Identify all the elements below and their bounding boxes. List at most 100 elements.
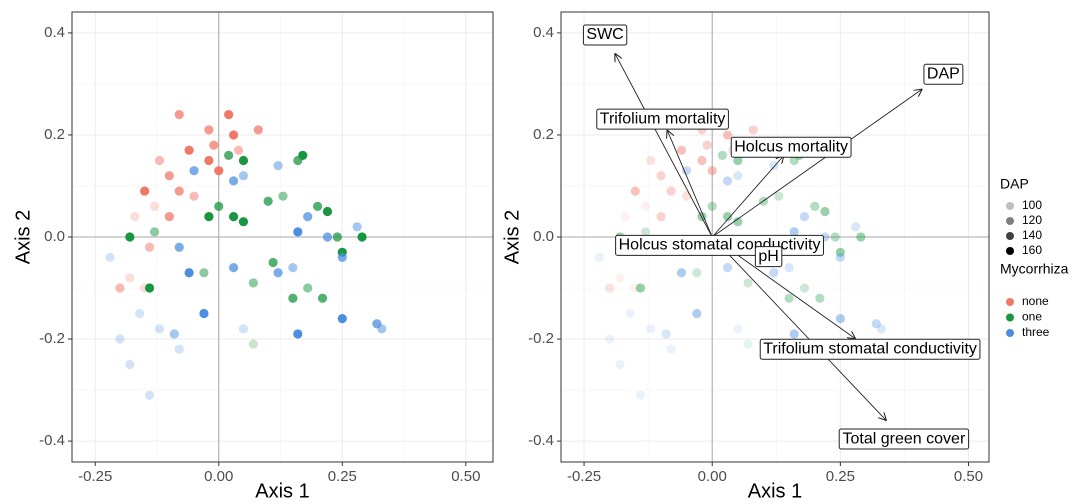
data-point <box>317 293 328 303</box>
data-point <box>214 166 224 176</box>
data-point <box>115 334 125 344</box>
arrow-label-text: Total green cover <box>843 430 966 447</box>
data-point <box>656 211 666 222</box>
arrow-label: Total green cover <box>838 428 970 450</box>
plot-border <box>560 11 990 463</box>
data-point <box>835 314 845 324</box>
data-point <box>174 186 184 196</box>
data-point <box>635 283 646 293</box>
data-point <box>144 242 155 252</box>
label-box <box>754 246 783 268</box>
data-point <box>278 191 288 201</box>
data-point <box>748 125 758 135</box>
data-point <box>769 268 779 278</box>
data-point <box>288 293 298 303</box>
data-point <box>784 263 794 273</box>
data-point <box>293 155 303 166</box>
data-point <box>303 283 313 293</box>
y-tick-label: -0.4 <box>528 432 554 449</box>
y-tick-label: 0.2 <box>44 126 65 143</box>
legend-title: DAP <box>1000 176 1029 192</box>
data-point <box>149 227 160 237</box>
data-point <box>164 171 174 181</box>
data-point <box>640 227 651 237</box>
data-point <box>214 201 224 211</box>
data-point <box>268 257 278 268</box>
data-point <box>174 109 184 120</box>
plot-border <box>71 11 494 463</box>
data-point <box>717 150 728 160</box>
loading-arrow <box>667 130 713 238</box>
data-point <box>248 278 258 288</box>
data-point <box>144 390 155 400</box>
y-axis-label: Axis 2 <box>501 210 523 264</box>
data-point <box>722 211 733 222</box>
data-point <box>676 268 687 278</box>
data-point <box>876 324 886 334</box>
data-point <box>125 273 135 283</box>
x-tick-label: 0.00 <box>204 468 233 485</box>
data-point <box>337 314 347 324</box>
data-point <box>625 308 635 319</box>
data-point <box>337 252 347 263</box>
panel: -0.25 0.00 0.25 0.50 0.4 0.2 0.0 -0.2 -0.4 Axis 1… <box>12 11 494 502</box>
data-point <box>263 196 273 206</box>
data-point <box>789 329 799 339</box>
arrow-label: pH <box>754 246 783 268</box>
data-point <box>630 283 640 293</box>
y-axis-label: Axis 2 <box>12 210 34 264</box>
arrow-label: SWC <box>582 24 628 46</box>
data-point <box>856 232 866 242</box>
label-box <box>582 24 628 46</box>
loading-arrow <box>711 155 784 238</box>
data-point <box>303 211 313 222</box>
arrow-label-text: SWC <box>586 26 623 43</box>
legend-swatch <box>1006 313 1014 322</box>
data-point <box>332 232 342 242</box>
data-point <box>722 130 733 140</box>
data-point <box>238 324 249 334</box>
legend-swatch <box>1006 232 1014 240</box>
data-point <box>293 329 303 339</box>
data-point <box>199 308 209 319</box>
arrow-label: Trifolium mortality <box>596 108 729 130</box>
x-tick-label: -0.25 <box>78 468 112 485</box>
legend-label: three <box>1022 325 1050 339</box>
legend-label: 120 <box>1022 213 1042 227</box>
data-point <box>130 211 140 222</box>
data-point <box>135 308 145 319</box>
y-tick-label: 0.0 <box>533 228 554 245</box>
label-box <box>923 63 964 85</box>
data-point <box>830 232 840 242</box>
data-point <box>125 232 135 242</box>
data-point <box>789 227 799 237</box>
data-point <box>656 171 666 181</box>
data-point <box>224 109 234 120</box>
data-point <box>352 222 362 232</box>
label-box <box>730 136 852 158</box>
data-point <box>238 171 249 181</box>
x-tick-label: 0.50 <box>954 468 983 485</box>
data-point <box>635 390 646 400</box>
y-tick-label: -0.4 <box>39 432 65 449</box>
data-point <box>174 344 184 354</box>
arrow-label-text: pH <box>758 248 778 265</box>
data-point <box>692 268 702 278</box>
data-point <box>115 283 125 293</box>
x-tick-label: 0.25 <box>826 468 855 485</box>
loading-arrow <box>711 89 922 238</box>
data-point <box>646 155 656 166</box>
data-point <box>224 150 234 160</box>
data-point <box>799 211 810 222</box>
data-point <box>154 155 165 166</box>
data-point <box>204 125 214 135</box>
panel: -0.25 0.00 0.25 0.50 0.4 0.2 0.0 -0.2 -0.4 Axis 1… <box>501 11 990 502</box>
legend-label: one <box>1022 310 1042 324</box>
data-point <box>204 211 214 222</box>
data-point <box>707 201 717 211</box>
data-point <box>273 160 283 171</box>
data-point <box>248 339 258 349</box>
data-point <box>233 145 244 155</box>
y-tick-label: 0.2 <box>533 126 554 143</box>
data-point <box>722 176 733 186</box>
